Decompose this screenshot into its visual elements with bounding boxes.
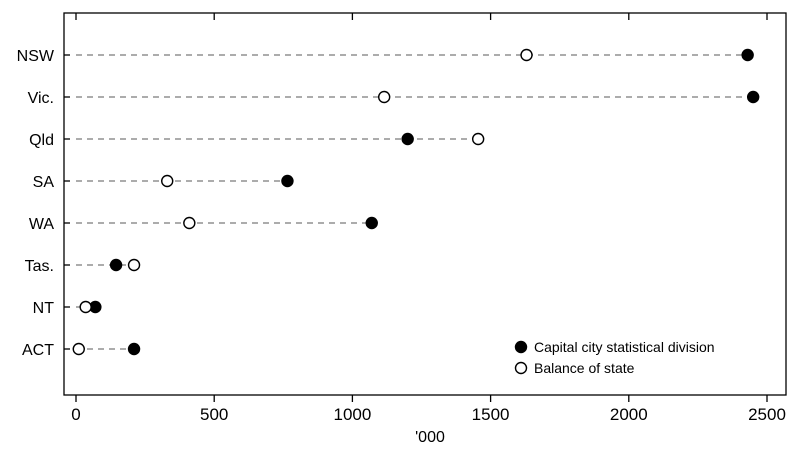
balance-dot-vic bbox=[377, 90, 391, 104]
capital-dot-sa bbox=[281, 174, 294, 188]
balance-dot-wa bbox=[183, 216, 196, 230]
balance-dot-nt bbox=[79, 300, 92, 314]
legend: Capital city statistical division Balance… bbox=[514, 339, 715, 376]
capital-dot-qld bbox=[401, 132, 414, 146]
guide-lines bbox=[76, 54, 754, 350]
x-tick-label-1000: 1000 bbox=[333, 405, 371, 424]
capital-dot-tas bbox=[109, 258, 123, 272]
balance-dot-sa bbox=[161, 174, 174, 188]
y-label-sa: SA bbox=[33, 174, 55, 191]
capital-dot-nsw bbox=[741, 48, 754, 62]
legend-label-0: Capital city statistical division bbox=[534, 339, 715, 355]
y-label-nt: NT bbox=[33, 300, 55, 317]
x-tick-label-1500: 1500 bbox=[472, 405, 510, 424]
x-tick-label-2000: 2000 bbox=[610, 405, 648, 424]
y-label-vic: Vic. bbox=[28, 90, 54, 107]
x-axis: 0 500 1000 1500 2000 2500 bbox=[71, 13, 786, 424]
x-tick-label-0: 0 bbox=[71, 405, 80, 424]
plot-frame bbox=[63, 12, 787, 396]
balance-dot-nsw bbox=[520, 48, 533, 62]
capital-dot-act bbox=[127, 342, 141, 356]
legend-marker-0 bbox=[514, 340, 528, 354]
y-label-qld: Qld bbox=[29, 132, 54, 149]
x-tick-label-500: 500 bbox=[200, 405, 228, 424]
balance-dot-tas bbox=[127, 258, 141, 272]
balance-dot-qld bbox=[471, 132, 485, 146]
capital-dot-vic bbox=[746, 90, 760, 104]
x-tick-label-2500: 2500 bbox=[748, 405, 786, 424]
y-label-act: ACT bbox=[22, 342, 54, 359]
x-axis-title: '000 bbox=[415, 429, 445, 446]
y-label-tas: Tas. bbox=[25, 258, 54, 275]
capital-dot-wa bbox=[365, 216, 378, 230]
y-axis: NSW Vic. Qld SA WA Tas. NT ACT bbox=[17, 48, 70, 359]
balance-dot-act bbox=[72, 342, 85, 356]
y-label-nsw: NSW bbox=[17, 48, 55, 65]
legend-marker-1 bbox=[514, 361, 528, 375]
y-label-wa: WA bbox=[29, 216, 55, 233]
data-markers bbox=[72, 48, 760, 356]
legend-label-1: Balance of state bbox=[534, 360, 635, 376]
